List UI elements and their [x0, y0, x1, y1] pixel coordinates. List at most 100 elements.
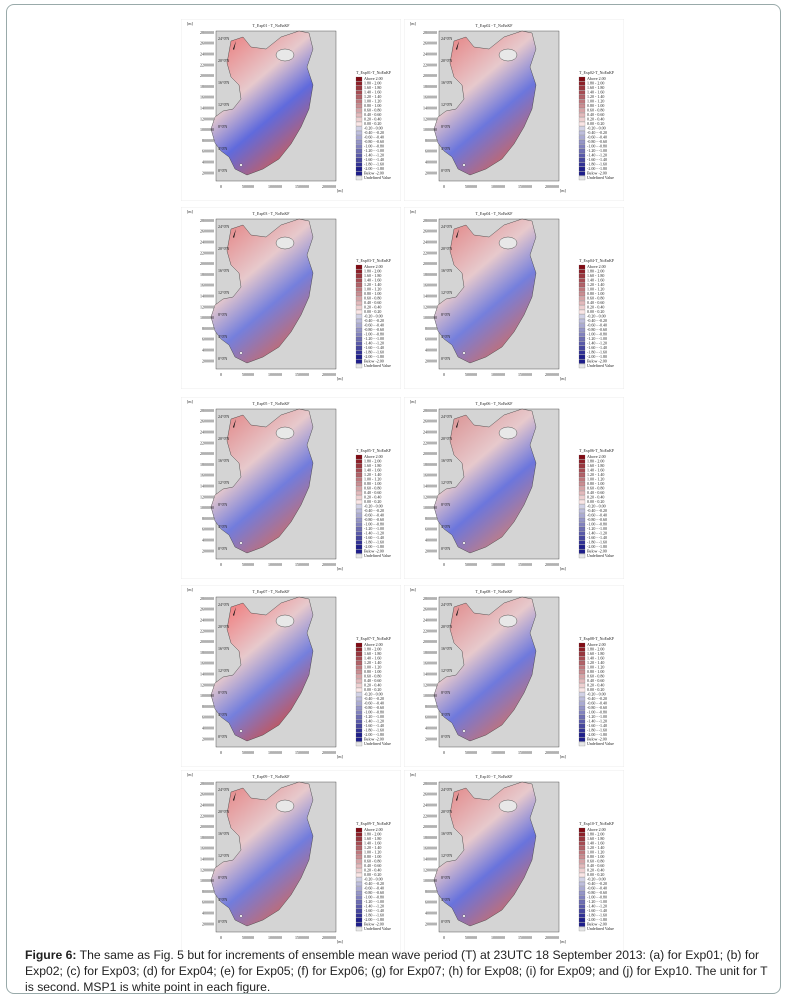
lat-label: 24°0'N: [441, 414, 452, 419]
y-tick-label: 600000: [202, 715, 214, 720]
legend-swatch: [355, 153, 363, 158]
legend-swatch: [355, 278, 363, 283]
legend-label: -1.40 - -1.20: [364, 530, 384, 535]
lat-label: 12°0'N: [218, 668, 229, 673]
legend-swatch: [578, 162, 586, 167]
y-tick-label: 400000: [425, 911, 437, 916]
legend-swatch: [578, 678, 586, 684]
legend-swatch: [578, 481, 586, 487]
legend-swatch: [355, 336, 363, 342]
legend-label: Above 2.00: [364, 454, 383, 459]
legend-swatch: [578, 877, 586, 882]
legend-swatch: [578, 112, 586, 118]
map-panel: [m] T_Exp04 - T_NoEnKF 2800000 2600000 24000…: [403, 206, 625, 390]
y-tick-label: 1800000: [200, 462, 214, 467]
x-tick-label: 500000: [465, 750, 477, 755]
legend-swatch: [578, 363, 586, 369]
lake: [210, 218, 314, 364]
lat-label: 24°0'N: [218, 787, 229, 792]
legend-swatch: [578, 508, 586, 514]
lat-label: 4°0'N: [441, 897, 450, 902]
legend-swatch: [355, 85, 363, 91]
y-tick-label: 2800000: [200, 408, 214, 413]
legend-label: -1.00 - -0.80: [364, 709, 384, 714]
y-tick-label: 1400000: [423, 857, 437, 862]
legend-label: 1.00 - 1.20: [587, 98, 604, 103]
x-unit: [m]: [560, 939, 566, 944]
legend-swatch: [578, 309, 586, 315]
y-tick-label: 1000000: [200, 127, 214, 132]
legend-swatch: [355, 296, 363, 301]
caption: Figure 6: The same as Fig. 5 but for inc…: [25, 947, 777, 993]
legend-label: Above 2.00: [364, 642, 383, 647]
legend-swatch: [578, 345, 586, 351]
y-tick-label: 1000000: [200, 693, 214, 698]
legend-label: Undefined Value: [364, 175, 391, 180]
legend-label: -0.40 - -0.20: [364, 318, 384, 323]
legend-swatch: [578, 117, 586, 122]
legend-label: 0.40 - 0.60: [364, 490, 381, 495]
y-tick-label: 1000000: [423, 693, 437, 698]
legend-swatch: [355, 714, 363, 720]
x-tick-label: 1000000: [491, 935, 505, 940]
legend-label: 0.00 - 0.20: [587, 121, 604, 126]
legend-swatch: [355, 508, 363, 514]
legend-swatch: [578, 832, 586, 837]
legend-label: -1.20 - -1.00: [364, 336, 384, 341]
y-tick-label: 2200000: [200, 628, 214, 633]
legend-label: 0.20 - 0.40: [587, 494, 604, 499]
north-arrow: [233, 607, 236, 616]
lat-label: 0°0'N: [218, 546, 227, 551]
y-tick-label: 200000: [202, 358, 214, 363]
legend-label: 0.00 - 0.20: [587, 499, 604, 504]
legend-swatch: [355, 345, 363, 351]
legend-label: 0.40 - 0.60: [587, 678, 604, 683]
map: [m] T_Exp08 - T_NoEnKF 2800000 2600000 24000…: [403, 584, 625, 768]
x-tick-label: 0: [220, 562, 222, 567]
legend-label: 0.80 - 1.00: [587, 291, 604, 296]
legend-swatch: [578, 85, 586, 91]
legend-label: Above 2.00: [587, 642, 606, 647]
legend-title: T_Exp08-T_NoEnKF: [579, 636, 615, 641]
y-tick-label: 1800000: [200, 835, 214, 840]
legend-label: 1.40 - 1.60: [587, 655, 604, 660]
legend-swatch: [355, 157, 363, 163]
legend-title: T_Exp06-T_NoEnKF: [579, 448, 615, 453]
legend-swatch: [355, 886, 363, 891]
legend-label: Below -2.00: [364, 736, 384, 741]
legend-swatch: [355, 264, 363, 270]
lat-label: 4°0'N: [441, 146, 450, 151]
legend-label: Undefined Value: [364, 553, 391, 558]
legend-swatch: [355, 728, 363, 733]
x-tick-label: 1000000: [491, 562, 505, 567]
legend-label: -1.80 - -1.60: [587, 727, 607, 732]
caption-label: Figure 6:: [25, 948, 77, 962]
legend-swatch: [355, 269, 363, 274]
legend-swatch: [578, 890, 586, 896]
legend-swatch: [355, 359, 363, 364]
legend-swatch: [355, 144, 363, 149]
x-tick-label: 1000000: [491, 372, 505, 377]
y-tick-label: 200000: [202, 170, 214, 175]
y-tick-label: 600000: [425, 900, 437, 905]
legend-swatch: [355, 732, 363, 738]
legend-swatch: [578, 714, 586, 720]
panel-unit: [m]: [410, 772, 416, 777]
legend-label: -0.60 - -0.40: [364, 700, 384, 705]
y-tick-label: 1600000: [200, 661, 214, 666]
legend-label: -1.00 - -0.80: [364, 331, 384, 336]
legend-label: -0.60 - -0.40: [587, 885, 607, 890]
y-tick-label: 400000: [425, 348, 437, 353]
y-tick-label: 1800000: [423, 835, 437, 840]
map: [m] T_Exp01 - T_NoEnKF 2800000 2600000 24000…: [180, 18, 402, 202]
figure-frame: [m] T_Exp01 - T_NoEnKF 2800000 2600000 24000…: [6, 4, 781, 994]
y-tick-label: 600000: [202, 900, 214, 905]
legend-swatch: [355, 877, 363, 882]
legend-swatch: [578, 108, 586, 113]
lake: [433, 781, 537, 927]
x-tick-label: 1000000: [268, 372, 282, 377]
legend-label: 0.60 - 0.80: [364, 107, 381, 112]
legend-swatch: [355, 81, 363, 86]
legend-swatch: [578, 737, 586, 742]
y-tick-label: 1800000: [200, 84, 214, 89]
